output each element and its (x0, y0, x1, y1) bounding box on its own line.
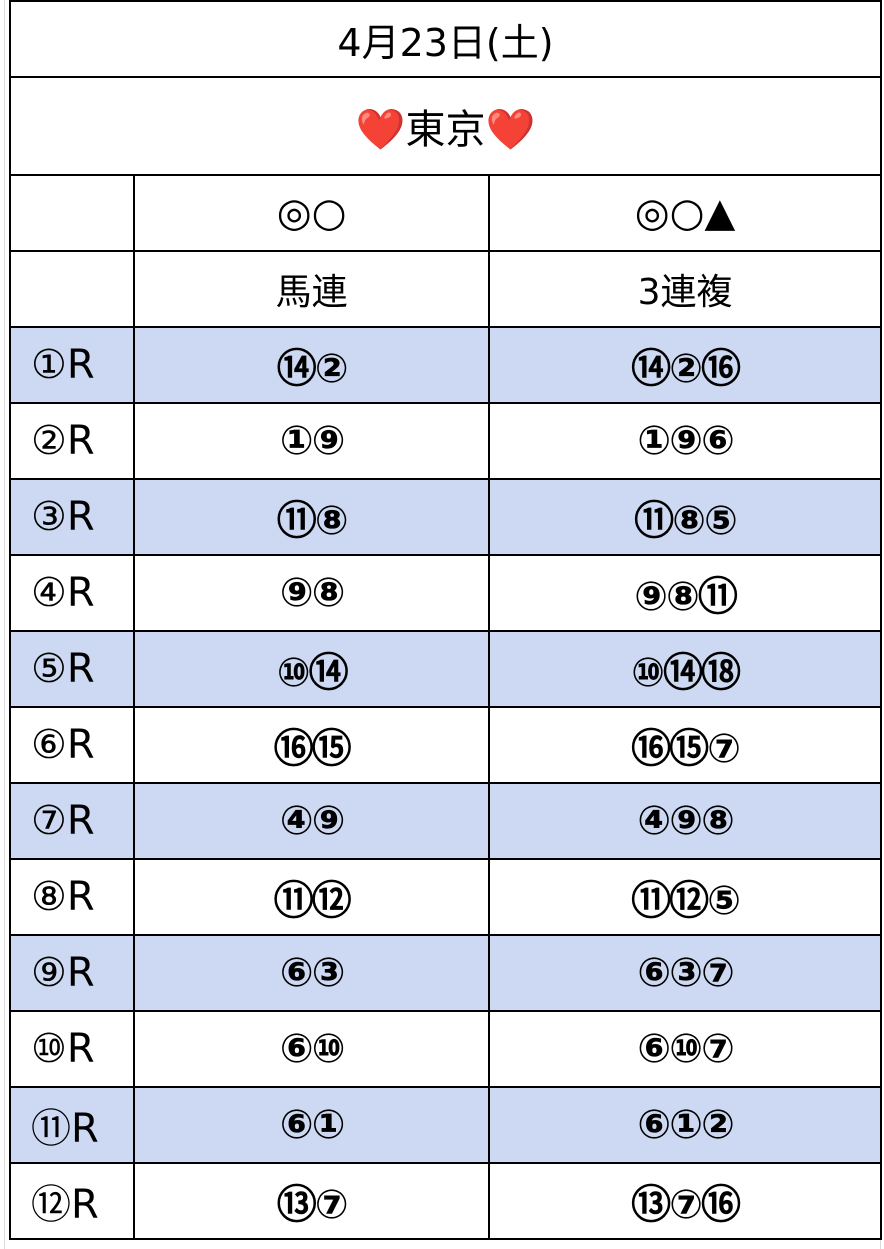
umaren-cell[interactable]: ⑩⑭ (133, 630, 491, 708)
venue-row: ❤️東京❤️ (9, 76, 882, 176)
heart-icon: ❤️ (355, 107, 406, 153)
sanrenpuku-cell[interactable]: ⑥③⑦ (488, 934, 882, 1012)
race-picks-table: 4月23日(土) ❤️東京❤️ ◎○ ◎○▲ 馬連 3連複 ①R ⑭② ⑭②⑯ ②R ①… (8, 0, 882, 1240)
bet-type-sanrenpuku-cell[interactable]: 3連複 (488, 250, 882, 328)
race-row: ②R ①⑨ ①⑨⑥ (8, 402, 882, 480)
race-label-cell[interactable]: ②R (8, 402, 136, 480)
venue-cell[interactable]: ❤️東京❤️ (9, 76, 882, 176)
umaren-cell[interactable]: ⑥① (133, 1086, 491, 1164)
umaren-cell[interactable]: ⑪⑫ (133, 858, 491, 936)
race-label-cell[interactable]: ⑩R (8, 1010, 136, 1088)
race-row: ⑤R ⑩⑭ ⑩⑭⑱ (8, 630, 882, 708)
race-row: ⑨R ⑥③ ⑥③⑦ (8, 934, 882, 1012)
race-row: ⑥R ⑯⑮ ⑯⑮⑦ (8, 706, 882, 784)
bet-type-umaren-cell[interactable]: 馬連 (133, 250, 491, 328)
sanrenpuku-cell[interactable]: ⑨⑧⑪ (488, 554, 882, 632)
sanrenpuku-cell[interactable]: ④⑨⑧ (488, 782, 882, 860)
sanrenpuku-cell[interactable]: ⑪⑧⑤ (488, 478, 882, 556)
umaren-cell[interactable]: ⑪⑧ (133, 478, 491, 556)
marks-sanrenpuku-cell[interactable]: ◎○▲ (488, 174, 882, 252)
umaren-cell[interactable]: ⑭② (133, 326, 491, 404)
sanrenpuku-cell[interactable]: ①⑨⑥ (488, 402, 882, 480)
sanrenpuku-cell[interactable]: ⑯⑮⑦ (488, 706, 882, 784)
race-label-cell[interactable]: ①R (8, 326, 136, 404)
race-label-cell[interactable]: ③R (8, 478, 136, 556)
heart-icon: ❤️ (485, 107, 536, 153)
race-row: ④R ⑨⑧ ⑨⑧⑪ (8, 554, 882, 632)
race-label-cell[interactable]: ⑨R (8, 934, 136, 1012)
bet-type-row: 馬連 3連複 (8, 250, 882, 328)
race-row: ⑫R ⑬⑦ ⑬⑦⑯ (8, 1162, 882, 1240)
umaren-cell[interactable]: ⑯⑮ (133, 706, 491, 784)
race-row: ①R ⑭② ⑭②⑯ (8, 326, 882, 404)
umaren-cell[interactable]: ⑥③ (133, 934, 491, 1012)
race-label-cell[interactable]: ⑤R (8, 630, 136, 708)
umaren-cell[interactable]: ①⑨ (133, 402, 491, 480)
race-row: ⑪R ⑥① ⑥①② (8, 1086, 882, 1164)
race-label-cell[interactable]: ⑥R (8, 706, 136, 784)
umaren-cell[interactable]: ④⑨ (133, 782, 491, 860)
bet-type-race-cell[interactable] (8, 250, 136, 328)
race-row: ③R ⑪⑧ ⑪⑧⑤ (8, 478, 882, 556)
marks-row: ◎○ ◎○▲ (8, 174, 882, 252)
race-label-cell[interactable]: ⑦R (8, 782, 136, 860)
sanrenpuku-cell[interactable]: ⑩⑭⑱ (488, 630, 882, 708)
gridline (4, 0, 5, 1249)
date-cell[interactable]: 4月23日(土) (9, 0, 882, 78)
race-row: ⑩R ⑥⑩ ⑥⑩⑦ (8, 1010, 882, 1088)
race-row: ⑧R ⑪⑫ ⑪⑫⑤ (8, 858, 882, 936)
sanrenpuku-cell[interactable]: ⑥⑩⑦ (488, 1010, 882, 1088)
race-label-cell[interactable]: ⑧R (8, 858, 136, 936)
race-row: ⑦R ④⑨ ④⑨⑧ (8, 782, 882, 860)
race-label-cell[interactable]: ⑪R (8, 1086, 136, 1164)
marks-race-cell[interactable] (8, 174, 136, 252)
sanrenpuku-cell[interactable]: ⑭②⑯ (488, 326, 882, 404)
sanrenpuku-cell[interactable]: ⑥①② (488, 1086, 882, 1164)
sanrenpuku-cell[interactable]: ⑬⑦⑯ (488, 1162, 882, 1240)
race-label-cell[interactable]: ④R (8, 554, 136, 632)
marks-umaren-cell[interactable]: ◎○ (133, 174, 491, 252)
venue-name: 東京 (405, 107, 486, 153)
date-row: 4月23日(土) (9, 0, 882, 78)
umaren-cell[interactable]: ⑬⑦ (133, 1162, 491, 1240)
race-label-cell[interactable]: ⑫R (8, 1162, 136, 1240)
umaren-cell[interactable]: ⑥⑩ (133, 1010, 491, 1088)
sanrenpuku-cell[interactable]: ⑪⑫⑤ (488, 858, 882, 936)
umaren-cell[interactable]: ⑨⑧ (133, 554, 491, 632)
